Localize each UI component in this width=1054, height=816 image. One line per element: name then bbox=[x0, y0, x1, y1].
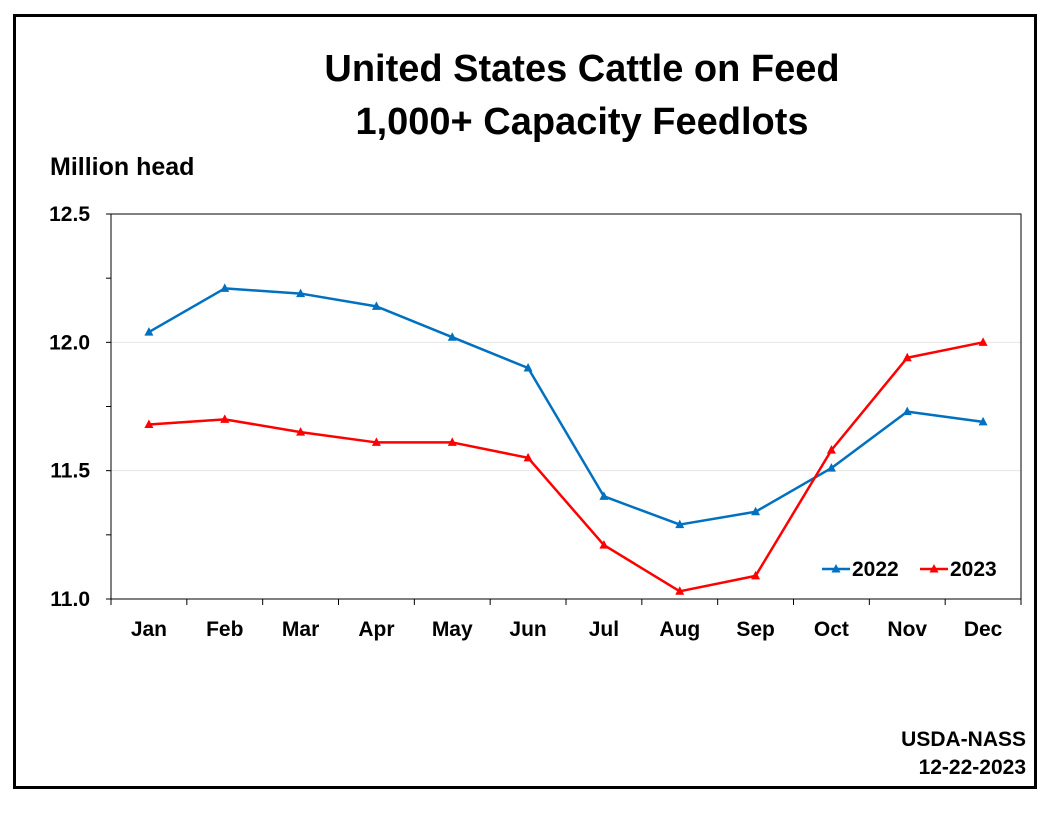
x-tick-label: Nov bbox=[887, 618, 927, 641]
x-tick-label: Jun bbox=[509, 618, 546, 641]
y-tick-label: 12.5 bbox=[49, 203, 90, 226]
data-point-2023 bbox=[599, 540, 609, 549]
x-tick-label: Apr bbox=[358, 618, 394, 641]
data-point-2023 bbox=[220, 414, 230, 423]
x-tick-label: Aug bbox=[659, 618, 700, 641]
data-point-2022 bbox=[751, 506, 761, 516]
x-tick-label: May bbox=[432, 618, 473, 641]
data-point-2023 bbox=[144, 419, 154, 428]
data-point-2023 bbox=[447, 437, 457, 446]
plot-area bbox=[110, 213, 1022, 600]
data-point-2023 bbox=[675, 586, 685, 595]
data-point-2022 bbox=[523, 363, 533, 372]
y-axis-label: Million head bbox=[50, 153, 195, 181]
data-point-2022 bbox=[826, 463, 836, 472]
legend-marker-2022 bbox=[831, 564, 841, 573]
legend-marker-2023 bbox=[929, 564, 939, 573]
data-point-2022 bbox=[220, 283, 230, 292]
data-point-2022 bbox=[675, 519, 685, 529]
data-point-2022 bbox=[371, 301, 381, 310]
x-tick-label: Jan bbox=[131, 618, 167, 641]
series-line-2023 bbox=[148, 341, 984, 593]
data-point-2023 bbox=[978, 337, 988, 346]
y-tick-label: 11.5 bbox=[50, 460, 90, 483]
chart-frame bbox=[13, 14, 1037, 789]
data-point-2022 bbox=[296, 288, 306, 298]
y-tick-label: 11.0 bbox=[50, 588, 90, 611]
chart-title: United States Cattle on Feed bbox=[324, 48, 840, 90]
data-point-2022 bbox=[902, 406, 912, 416]
data-point-2023 bbox=[826, 445, 836, 454]
series-line-2022 bbox=[148, 287, 984, 526]
data-point-2023 bbox=[296, 427, 306, 436]
data-point-2022 bbox=[599, 491, 609, 500]
data-point-2023 bbox=[902, 352, 912, 362]
data-point-2023 bbox=[523, 452, 533, 462]
data-point-2022 bbox=[144, 327, 154, 336]
x-tick-label: Oct bbox=[814, 618, 849, 641]
data-point-2022 bbox=[447, 332, 457, 341]
x-tick-label: Mar bbox=[282, 618, 319, 641]
data-point-2023 bbox=[371, 437, 381, 446]
x-tick-label: Jul bbox=[589, 618, 619, 641]
x-tick-label: Dec bbox=[964, 618, 1003, 641]
y-tick-label: 12.0 bbox=[49, 331, 90, 354]
x-tick-label: Feb bbox=[206, 618, 243, 641]
chart-subtitle: 1,000+ Capacity Feedlots bbox=[355, 101, 809, 143]
legend-label-2022: 2022 bbox=[852, 558, 899, 581]
x-tick-label: Sep bbox=[736, 618, 775, 641]
data-point-2022 bbox=[978, 416, 988, 426]
release-date: 12-22-2023 bbox=[918, 756, 1026, 779]
data-point-2023 bbox=[751, 570, 761, 580]
legend-label-2023: 2023 bbox=[950, 558, 997, 581]
source-label: USDA-NASS bbox=[901, 728, 1026, 751]
